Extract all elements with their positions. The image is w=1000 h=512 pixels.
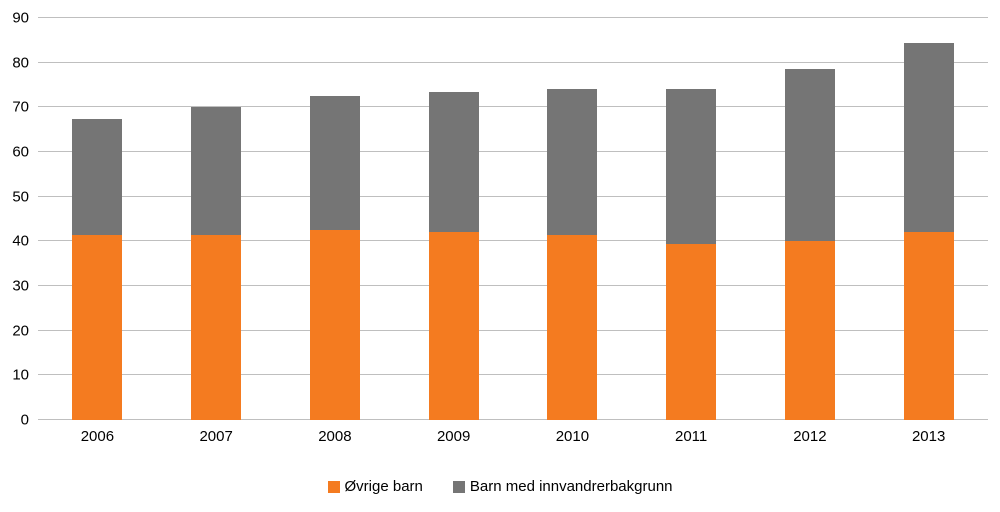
bar-segment-series-0 (72, 234, 123, 420)
gridline (38, 419, 988, 420)
bar-segment-series-0 (428, 232, 479, 420)
legend: Øvrige barn Barn med innvandrerbakgrunn (0, 479, 1000, 494)
gridline (38, 285, 988, 287)
x-axis-labels: 2006 2007 2008 2009 2010 2011 2012 2013 (38, 426, 988, 448)
bar-slot-2006 (38, 18, 157, 420)
bar-segment-series-1 (191, 107, 242, 235)
bar-segment-series-0 (903, 232, 954, 420)
legend-swatch-icon (452, 480, 465, 493)
bar-segment-series-1 (666, 89, 717, 244)
y-axis-tick-label: 90 (12, 9, 29, 27)
y-axis-tick-label: 40 (12, 232, 29, 250)
x-axis-tick-label: 2013 (911, 428, 946, 445)
legend-label: Øvrige barn (344, 478, 423, 495)
x-axis-tick-label: 2006 (80, 428, 115, 445)
bar-slot-2011 (632, 18, 751, 420)
stacked-bar-2008 (309, 18, 360, 420)
legend-swatch-icon (327, 480, 340, 493)
gridline (38, 61, 988, 63)
bar-slot-2007 (157, 18, 276, 420)
y-axis-tick-label: 10 (12, 366, 29, 384)
x-axis-tick-label: 2007 (199, 428, 233, 445)
bar-segment-series-0 (784, 241, 835, 420)
y-axis-tick-label: 50 (12, 188, 29, 206)
y-axis-tick-label: 60 (12, 143, 29, 161)
gridline (38, 195, 988, 197)
x-axis-tick-label: 2008 (318, 428, 352, 445)
bar-segment-series-1 (784, 69, 835, 242)
bar-segment-series-1 (903, 42, 954, 233)
y-axis-tick-label: 0 (20, 411, 29, 429)
gridline (38, 151, 988, 153)
legend-item-1: Barn med innvandrerbakgrunn (452, 478, 673, 495)
y-axis-tick-label: 80 (12, 54, 29, 72)
legend-label: Barn med innvandrerbakgrunn (469, 478, 673, 495)
bar-slot-2010 (513, 18, 632, 420)
stacked-bar-2010 (547, 18, 598, 420)
stacked-bar-2012 (784, 18, 835, 420)
bar-segment-series-0 (547, 234, 598, 420)
stacked-bar-2009 (428, 18, 479, 420)
bar-slot-2013 (869, 18, 988, 420)
bar-slot-2008 (276, 18, 395, 420)
gridline (38, 106, 988, 108)
stacked-bar-2007 (191, 18, 242, 420)
gridline (38, 374, 988, 376)
y-axis-tick-label: 20 (12, 322, 29, 340)
stacked-bar-2013 (903, 18, 954, 420)
x-axis-tick-label: 2012 (793, 428, 827, 445)
bar-slot-2012 (751, 18, 870, 420)
bar-segment-series-1 (72, 118, 123, 235)
stacked-bar-2006 (72, 18, 123, 420)
gridline (38, 17, 988, 18)
bar-segment-series-0 (191, 234, 242, 420)
x-axis-tick-label: 2010 (555, 428, 590, 445)
x-axis-tick-label: 2009 (436, 428, 471, 445)
bar-slot-2009 (394, 18, 513, 420)
bar-segment-series-0 (309, 230, 360, 420)
bar-segment-series-1 (547, 89, 598, 235)
bar-segment-series-1 (309, 96, 360, 231)
gridline (38, 329, 988, 331)
legend-item-0: Øvrige barn (327, 478, 423, 495)
stacked-bar-2011 (666, 18, 717, 420)
bars-layer (38, 18, 988, 420)
x-axis-tick-label: 2011 (674, 428, 708, 445)
plot-area: 0 10 20 30 40 50 60 70 80 90 (12, 11, 988, 428)
y-axis-tick-label: 70 (12, 98, 29, 116)
bar-segment-series-1 (428, 91, 479, 233)
y-axis-tick-label: 30 (12, 277, 29, 295)
bar-segment-series-0 (666, 243, 717, 420)
gridline (38, 240, 988, 242)
